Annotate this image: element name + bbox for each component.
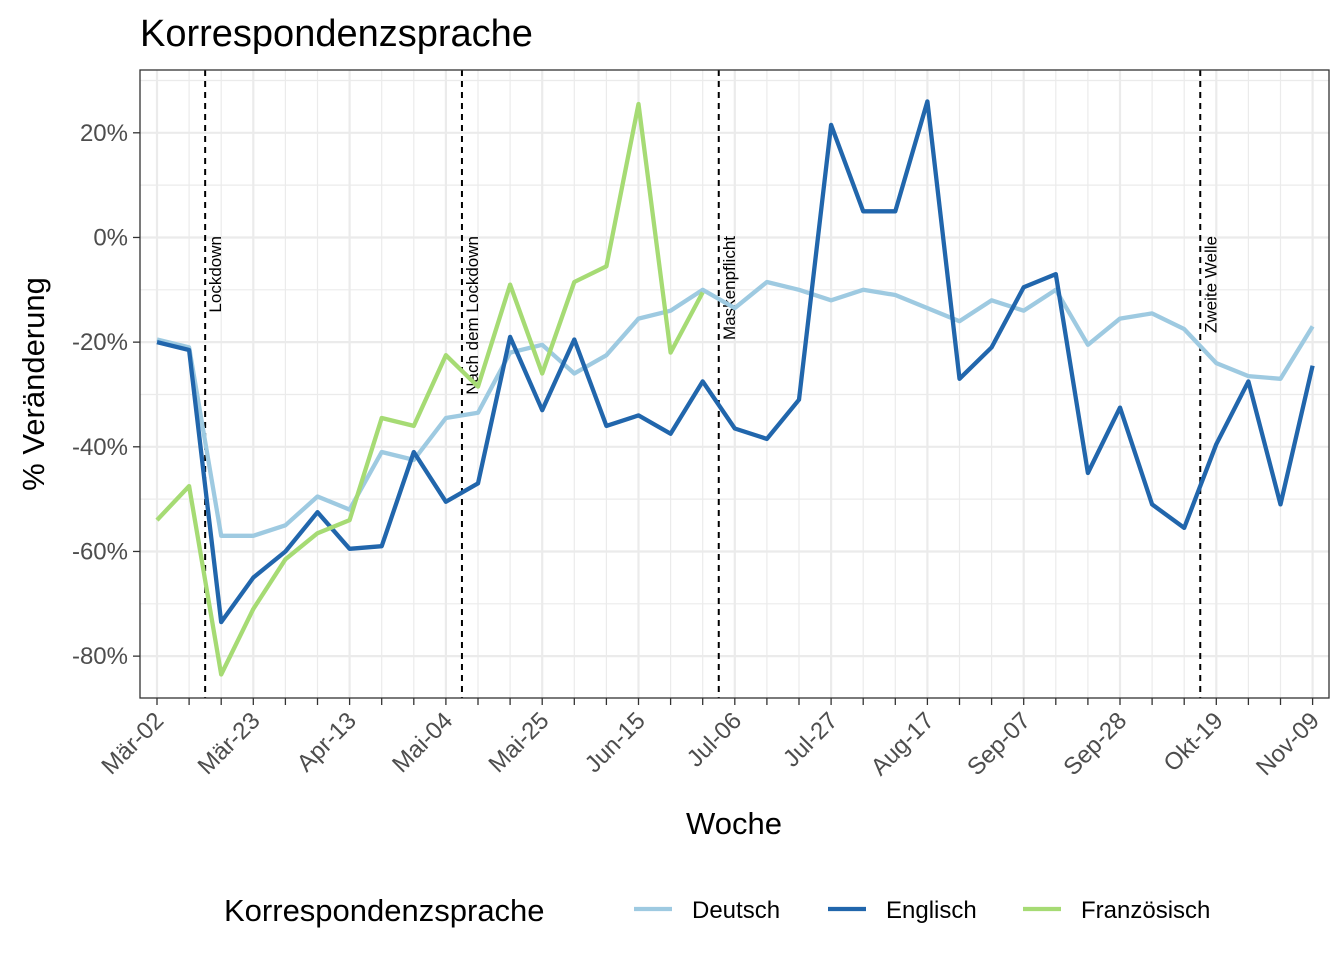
x-tick-label: Nov-09 [1251,707,1325,781]
event-markers: Lockdown Nach dem Lockdown Maskenpflicht Zw… [204,70,1220,698]
event-label: Zweite Welle [1201,236,1220,333]
legend-label-französisch: Französisch [1081,897,1210,924]
series-lines [155,99,1315,677]
grid [140,70,1329,698]
event-label: Lockdown [206,236,225,313]
event-label: Maskenpflicht [720,236,739,340]
y-axis-title: % Veränderung [16,277,51,491]
x-tick-label: Aug-17 [866,707,940,781]
x-tick-label: Sep-07 [962,707,1036,781]
y-tick-label: 20% [80,120,128,147]
x-tick-label: Mär-02 [96,707,169,780]
x-tick-label: Mai-25 [483,707,554,778]
x-tick-label: Jul-06 [682,707,747,772]
legend-label-englisch: Englisch [886,897,977,924]
y-tick-label: 0% [93,224,128,251]
series-line-französisch [155,101,705,677]
x-tick-label: Mär-23 [193,707,266,780]
chart-title: Korrespondenzsprache [140,13,533,55]
x-axis-title: Woche [686,806,782,841]
x-tick-label: Apr-13 [292,707,362,777]
y-tick-label: -80% [72,643,128,670]
y-tick-label: -60% [72,538,128,565]
legend-title: Korrespondenzsprache [224,893,545,928]
x-tick-label: Sep-28 [1058,707,1132,781]
legend: Korrespondenzsprache Deutsch Englisch Fran… [224,893,1210,928]
x-tick-label: Mai-04 [387,707,458,778]
y-tick-label: -40% [72,434,128,461]
x-tick-label: Okt-19 [1159,707,1229,777]
y-axis: 20% 0% -20% -40% -60% -80% [72,120,140,670]
y-tick-label: -20% [72,329,128,356]
x-axis: Mär-02 Mär-23 Apr-13 Mai-04 Mai-25 Jun-15 Jul-… [96,698,1325,781]
series-line-englisch [156,99,1315,625]
event-label: Nach dem Lockdown [463,236,482,395]
x-tick-label: Jul-27 [778,707,843,772]
legend-label-deutsch: Deutsch [692,897,780,924]
x-tick-label: Jun-15 [580,707,651,778]
series-line-deutsch [156,279,1315,538]
